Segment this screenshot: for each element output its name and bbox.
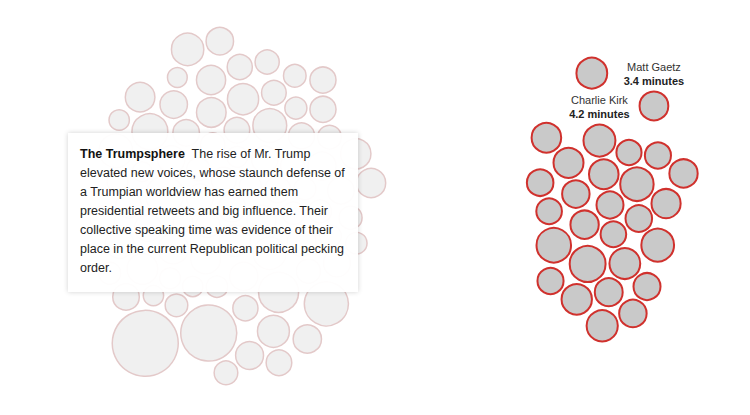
svg-text:Matt Gaetz: Matt Gaetz xyxy=(627,61,681,73)
html-text:The Trumpsphere The rise of Mr: The Trumpsphere The rise of Mr. Trump el… xyxy=(80,147,345,275)
svg-text:4.2 minutes: 4.2 minutes xyxy=(569,108,630,120)
svg-text:Charlie Kirk: Charlie Kirk xyxy=(571,94,628,106)
svg-text:3.4 minutes: 3.4 minutes xyxy=(624,75,685,87)
